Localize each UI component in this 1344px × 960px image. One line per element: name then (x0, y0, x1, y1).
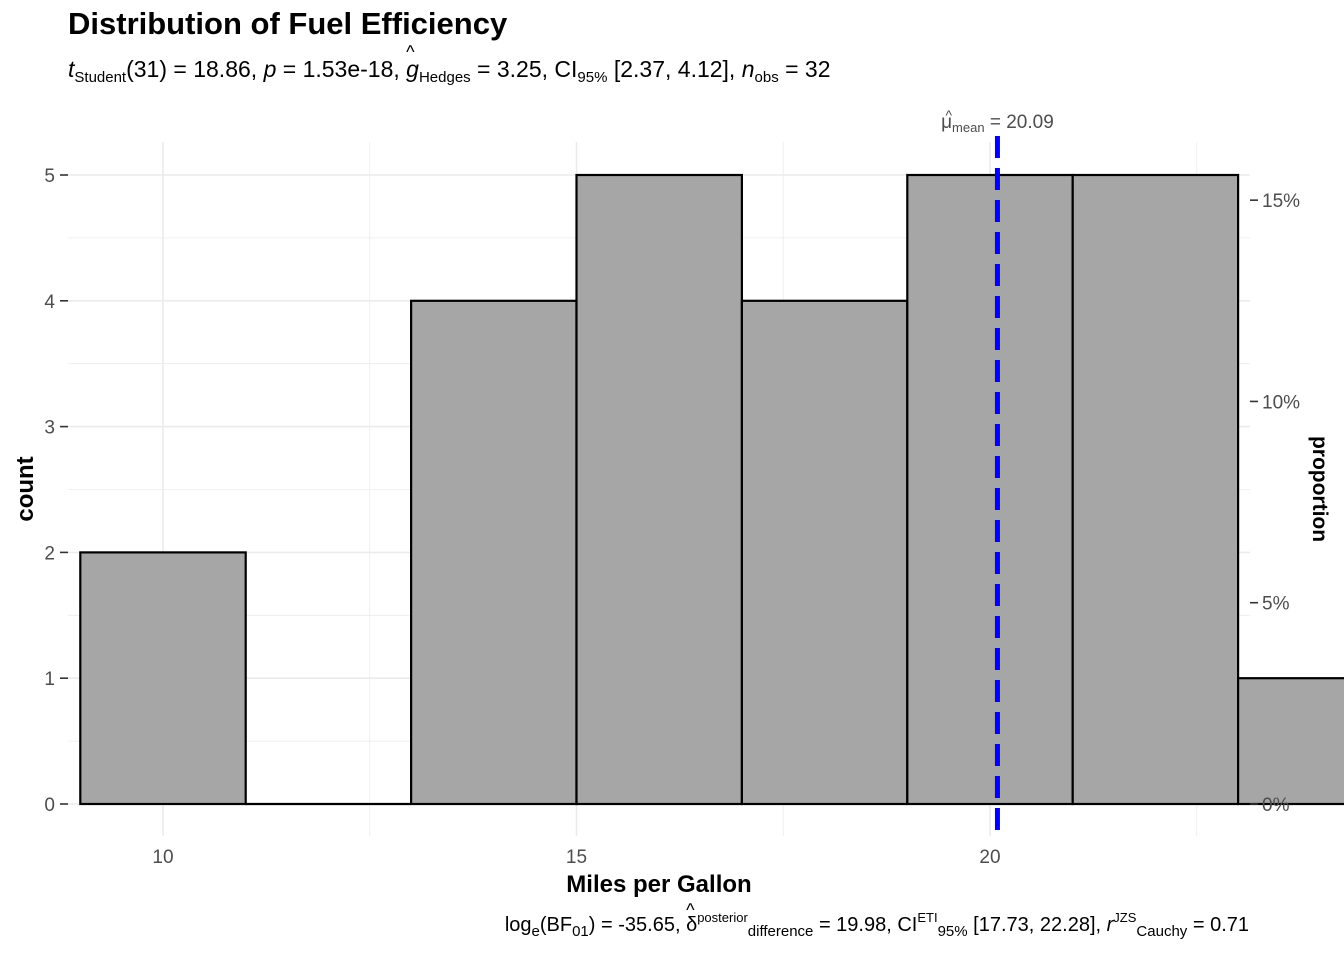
y-axis-label: count (12, 456, 39, 521)
histogram-bars (79, 173, 1344, 806)
chart-subtitle: tStudent(31) = 18.86, p = 1.53e-18, ^ gHe… (68, 42, 831, 86)
y-tick-label: 4 (44, 292, 55, 313)
x-tick-label: 15 (566, 847, 587, 868)
chart-title: Distribution of Fuel Efficiency (68, 6, 508, 41)
y-tick-label: 0 (44, 795, 55, 816)
y-tick-label: 5 (44, 166, 55, 187)
x-tick-label: 10 (152, 847, 173, 868)
y2-tick-label: 15% (1262, 191, 1300, 212)
mean-hat: ^ (945, 107, 952, 123)
x-tick-label: 20 (979, 847, 1000, 868)
chart-caption: loge(BF01) = -35.65, ^ δposteriordifferen… (504, 900, 1249, 940)
mean-label: μmean = 20.09 (941, 112, 1054, 135)
y2-tick-label: 5% (1262, 594, 1290, 615)
y-tick-label: 3 (44, 418, 55, 439)
y2-tick-label: 10% (1262, 392, 1300, 413)
histogram-bar (575, 173, 743, 806)
histogram-bar (740, 299, 909, 806)
axes: 0123451015202530350%5%10%15% (44, 166, 1300, 868)
y2-axis-label: proportion (1308, 436, 1331, 542)
histogram-bar (79, 551, 247, 806)
histogram-bar (906, 173, 1074, 806)
y2-tick-label: 0% (1262, 795, 1290, 816)
x-axis-label: Miles per Gallon (566, 871, 751, 898)
y-tick-label: 1 (44, 669, 55, 690)
mean-line-group: μmean = 20.09^ (941, 107, 1054, 836)
histogram-bar (1236, 677, 1344, 806)
y-tick-label: 2 (44, 543, 55, 564)
histogram-bar (410, 299, 578, 806)
histogram-bar (1071, 173, 1240, 806)
